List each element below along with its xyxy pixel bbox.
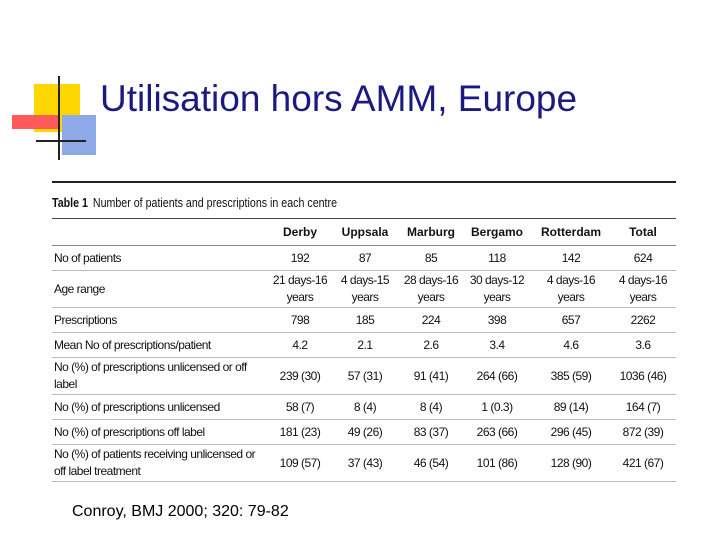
table-cell: 4.2 bbox=[270, 332, 330, 358]
horizontal-line bbox=[36, 140, 86, 142]
table-cell: 37 (43) bbox=[330, 444, 400, 482]
source: Conroy, BMJ 2000; 320: 79-82 bbox=[72, 503, 289, 520]
red-bar bbox=[12, 115, 58, 129]
table-cell: 101 (86) bbox=[462, 444, 532, 482]
table-cell: 385 (59) bbox=[532, 357, 610, 395]
table-cell: 83 (37) bbox=[400, 419, 462, 445]
header-row: Derby Uppsala Marburg Bergamo Rotterdam Total bbox=[52, 218, 676, 246]
table-cell: 91 (41) bbox=[400, 357, 462, 395]
table-cell: 164 (7) bbox=[610, 394, 676, 420]
table-cell: 1 (0.3) bbox=[462, 394, 532, 420]
caption-label: Table 1 bbox=[52, 195, 88, 210]
table-body: No of patients 192 87 85 118 142 624 Age range 2… bbox=[52, 245, 676, 482]
column-header: Bergamo bbox=[462, 218, 532, 246]
table-row: Mean No of prescriptions/patient 4.2 2.1 2.… bbox=[52, 332, 676, 358]
table-cell: 8 (4) bbox=[400, 394, 462, 420]
row-label: No (%) of prescriptions unlicensed or of… bbox=[52, 357, 270, 395]
column-header: Uppsala bbox=[330, 218, 400, 246]
table-cell: 28 days-16 years bbox=[400, 270, 462, 308]
table-row: No (%) of patients receiving unlicensed … bbox=[52, 444, 676, 482]
column-header: Total bbox=[610, 218, 676, 246]
table-row: Prescriptions 798 185 224 398 657 2262 bbox=[52, 307, 676, 333]
table-cell: 1036 (46) bbox=[610, 357, 676, 395]
table-cell: 118 bbox=[462, 245, 532, 271]
table-cell: 58 (7) bbox=[270, 394, 330, 420]
table-cell: 398 bbox=[462, 307, 532, 333]
table-cell: 2.1 bbox=[330, 332, 400, 358]
table-cell: 109 (57) bbox=[270, 444, 330, 482]
row-label: No (%) of prescriptions unlicensed bbox=[52, 394, 270, 420]
table-cell: 87 bbox=[330, 245, 400, 271]
row-label: Prescriptions bbox=[52, 307, 270, 333]
table-cell: 4.6 bbox=[532, 332, 610, 358]
slide-title: Utilisation hors AMM, Europe bbox=[100, 78, 578, 119]
table-cell: 89 (14) bbox=[532, 394, 610, 420]
table-cell: 657 bbox=[532, 307, 610, 333]
table-cell: 142 bbox=[532, 245, 610, 271]
row-label: No (%) of patients receiving unlicensed … bbox=[52, 444, 270, 482]
row-label: Mean No of prescriptions/patient bbox=[52, 332, 270, 358]
table-cell: 46 (54) bbox=[400, 444, 462, 482]
table-figure: Table 1 Number of patients and prescripti… bbox=[52, 181, 676, 482]
table-cell: 2.6 bbox=[400, 332, 462, 358]
blue-square bbox=[62, 115, 96, 155]
row-label: No (%) of prescriptions off label bbox=[52, 419, 270, 445]
table-cell: 4 days-16 years bbox=[532, 270, 610, 308]
table-cell: 8 (4) bbox=[330, 394, 400, 420]
table-cell: 21 days-16 years bbox=[270, 270, 330, 308]
table-row: No (%) of prescriptions unlicensed 58 (7)… bbox=[52, 394, 676, 420]
table-row: No (%) of prescriptions off label 181 (23… bbox=[52, 419, 676, 445]
table-cell: 421 (67) bbox=[610, 444, 676, 482]
column-header: Rotterdam bbox=[532, 218, 610, 246]
table-cell: 624 bbox=[610, 245, 676, 271]
table-cell: 264 (66) bbox=[462, 357, 532, 395]
table-cell: 798 bbox=[270, 307, 330, 333]
table-cell: 185 bbox=[330, 307, 400, 333]
table-cell: 296 (45) bbox=[532, 419, 610, 445]
table-cell: 3.4 bbox=[462, 332, 532, 358]
table-cell: 224 bbox=[400, 307, 462, 333]
row-label: No of patients bbox=[52, 245, 270, 271]
table-cell: 30 days-12 years bbox=[462, 270, 532, 308]
caption-text: Number of patients and prescriptions in … bbox=[92, 195, 338, 210]
column-header: Derby bbox=[270, 218, 330, 246]
table-cell: 57 (31) bbox=[330, 357, 400, 395]
table-cell: 2262 bbox=[610, 307, 676, 333]
table-cell: 85 bbox=[400, 245, 462, 271]
table-cell: 181 (23) bbox=[270, 419, 330, 445]
table-row: Age range 21 days-16 years 4 days-15 years… bbox=[52, 270, 676, 308]
data-table: Derby Uppsala Marburg Bergamo Rotterdam Total… bbox=[52, 218, 676, 482]
column-header: Marburg bbox=[400, 218, 462, 246]
table-cell: 4 days-15 years bbox=[330, 270, 400, 308]
table-cell: 192 bbox=[270, 245, 330, 271]
table-row: No of patients 192 87 85 118 142 624 bbox=[52, 245, 676, 271]
table-cell: 263 (66) bbox=[462, 419, 532, 445]
vertical-line bbox=[58, 76, 60, 160]
table-cell: 3.6 bbox=[610, 332, 676, 358]
table-cell: 872 (39) bbox=[610, 419, 676, 445]
table-cell: 4 days-16 years bbox=[610, 270, 676, 308]
row-label: Age range bbox=[52, 270, 270, 308]
table-cell: 49 (26) bbox=[330, 419, 400, 445]
table-cell: 239 (30) bbox=[270, 357, 330, 395]
table-row: No (%) of prescriptions unlicensed or of… bbox=[52, 357, 676, 395]
column-header bbox=[52, 218, 270, 246]
table-caption: Table 1 Number of patients and prescripti… bbox=[52, 183, 564, 218]
table-cell: 128 (90) bbox=[532, 444, 610, 482]
